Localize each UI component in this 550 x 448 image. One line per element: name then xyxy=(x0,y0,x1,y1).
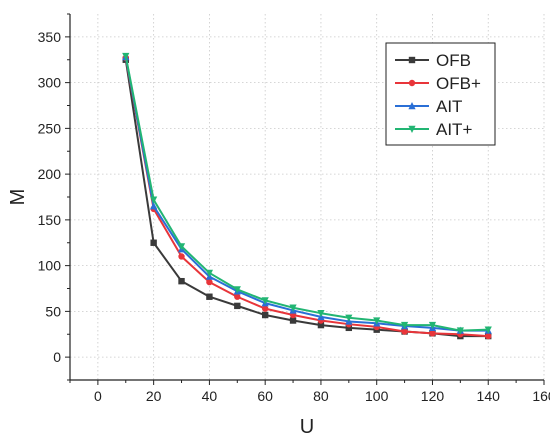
legend-swatch-marker xyxy=(408,125,416,133)
y-tick-label: 250 xyxy=(38,120,62,136)
axes: 0 20 40 60 80 100 120 140 160 0 50 100 150 200 250 300 3… xyxy=(7,13,550,438)
data-point-ofb-plus xyxy=(261,305,269,312)
data-point-ofb xyxy=(345,324,353,332)
legend-label: OFB xyxy=(436,51,471,70)
data-point-ait-plus xyxy=(289,304,297,312)
y-tick-label: 50 xyxy=(45,303,61,319)
legend-swatch-marker xyxy=(408,102,416,110)
data-point-ait-plus xyxy=(373,317,381,325)
data-point-ofb xyxy=(234,302,241,310)
data-point-ait-plus xyxy=(150,196,158,204)
data-point-ait-plus xyxy=(456,327,464,335)
y-axis-title: M xyxy=(7,189,29,206)
x-tick-label: 100 xyxy=(365,388,389,404)
data-point-ofb xyxy=(289,317,297,324)
series-ait-plus xyxy=(122,52,492,335)
data-point-ait-plus xyxy=(122,52,130,61)
legend-item-ait-plus: AIT+ xyxy=(395,120,472,139)
series-layer xyxy=(122,52,492,340)
x-tick-label: 80 xyxy=(313,388,329,404)
legend-item-ofb-plus: OFB+ xyxy=(395,74,481,93)
data-point-ait-plus xyxy=(428,321,437,330)
x-tick-label: 140 xyxy=(477,388,501,404)
data-point-ait xyxy=(150,202,158,210)
x-tick-label: 0 xyxy=(94,388,102,404)
data-point-ofb-plus xyxy=(234,293,241,300)
y-tick-label: 300 xyxy=(38,75,62,91)
data-point-ofb-plus xyxy=(401,328,408,335)
legend: OFB OFB+ AIT AIT+ xyxy=(385,42,496,146)
legend-item-ait: AIT xyxy=(395,97,462,116)
series-line-ait-plus xyxy=(124,55,489,332)
y-tick-label: 0 xyxy=(53,349,61,365)
legend-item-ofb: OFB xyxy=(395,51,471,70)
y-tick-label: 100 xyxy=(38,258,62,274)
data-point-ait-plus xyxy=(205,269,214,277)
data-point-ait-plus xyxy=(484,326,492,334)
data-point-ofb-plus xyxy=(206,278,213,286)
data-point-ofb xyxy=(150,239,157,246)
y-tick-label: 350 xyxy=(38,29,62,45)
data-point-ait-plus xyxy=(400,321,409,330)
x-tick-label: 120 xyxy=(421,388,445,404)
legend-label: OFB+ xyxy=(436,74,481,93)
legend-swatch-marker xyxy=(408,79,416,87)
x-axis-title: U xyxy=(300,416,314,438)
data-point-ait-plus xyxy=(317,310,325,318)
x-tick-label: 40 xyxy=(202,388,218,404)
data-point-ait-plus xyxy=(261,297,269,305)
data-point-ofb-plus xyxy=(485,332,492,340)
data-point-ofb xyxy=(261,311,269,319)
data-point-ait-plus xyxy=(345,314,353,322)
legend-label: AIT+ xyxy=(436,120,472,139)
data-point-ofb-plus xyxy=(429,330,436,337)
data-point-ait-plus xyxy=(233,286,241,294)
y-tick-label: 200 xyxy=(38,166,62,182)
data-point-ofb xyxy=(317,321,325,329)
series-line-ofb-plus xyxy=(124,57,489,338)
y-tick-label: 150 xyxy=(38,212,62,228)
x-tick-label: 160 xyxy=(532,388,550,404)
data-point-ofb xyxy=(206,293,213,300)
data-point-ofb xyxy=(178,277,185,285)
legend-label: AIT xyxy=(436,97,462,116)
x-tick-label: 20 xyxy=(146,388,162,404)
x-tick-label: 60 xyxy=(257,388,273,404)
data-point-ofb-plus xyxy=(178,253,185,260)
legend-swatch-marker xyxy=(408,56,416,64)
series-line-ait xyxy=(124,56,489,332)
data-point-ait-plus xyxy=(177,243,186,251)
